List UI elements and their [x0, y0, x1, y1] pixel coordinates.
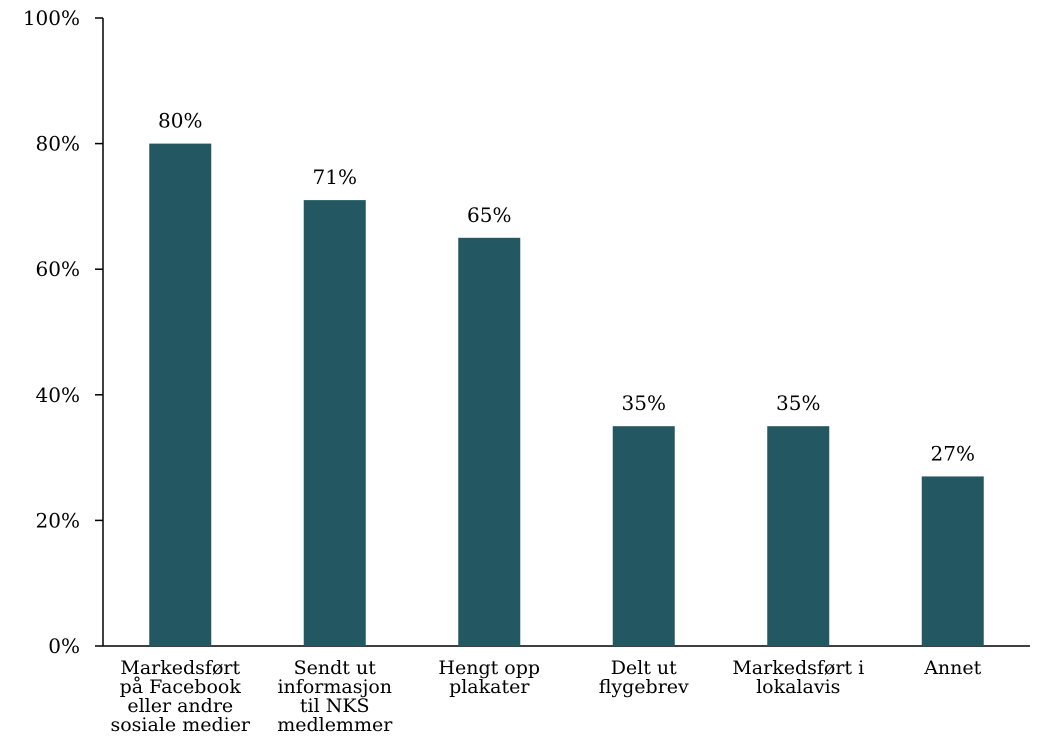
bar-value-label: 80% — [158, 109, 202, 133]
y-tick-label: 80% — [36, 132, 80, 156]
y-tick-label: 60% — [36, 257, 80, 281]
y-tick-label: 100% — [23, 6, 80, 30]
bar — [458, 237, 521, 647]
axes: 0% 20% 40% 60% 80% 100% — [23, 6, 1030, 658]
y-tick-label: 0% — [48, 634, 80, 658]
bar — [921, 476, 984, 646]
x-category-label: Markedsført på Facebook eller andre sosiale… — [110, 657, 250, 736]
x-category-label: Sendt ut informasjon til NKS medlemmer — [277, 657, 393, 736]
x-category-label: Delt ut flygebrev — [599, 657, 689, 698]
bar-value-label: 35% — [622, 391, 666, 415]
bar-value-label: 71% — [313, 165, 357, 189]
x-category-label: Annet — [923, 657, 981, 679]
y-tick-label: 20% — [36, 508, 80, 532]
bar — [303, 200, 366, 646]
x-category-label: Hengt opp plakater — [438, 657, 540, 698]
bar-value-label: 27% — [931, 441, 975, 465]
bar — [767, 426, 830, 646]
x-category-label: Markedsført i lokalavis — [732, 657, 864, 698]
bar-value-label: 65% — [467, 203, 511, 227]
bars — [149, 143, 984, 647]
bar — [612, 426, 675, 646]
bar — [149, 143, 212, 646]
y-tick-label: 40% — [36, 383, 80, 407]
labels: 80% Markedsført på Facebook eller andre sosi… — [110, 109, 981, 736]
bar-value-label: 35% — [776, 391, 820, 415]
